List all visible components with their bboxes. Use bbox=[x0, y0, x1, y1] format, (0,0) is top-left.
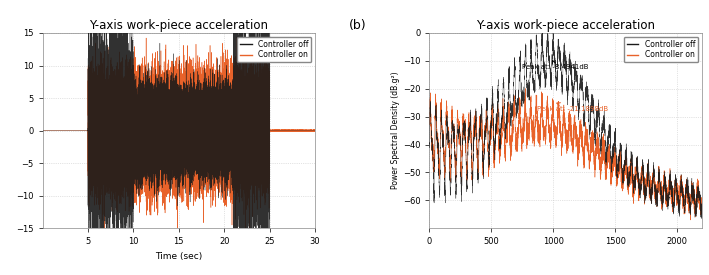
Legend: Controller off, Controller on: Controller off, Controller on bbox=[624, 37, 698, 62]
Text: Peak at: -8.4941dB: Peak at: -8.4941dB bbox=[523, 60, 589, 70]
X-axis label: Time (sec): Time (sec) bbox=[155, 252, 202, 261]
Y-axis label: Power Spectral Density (dB.g²): Power Spectral Density (dB.g²) bbox=[391, 72, 400, 189]
Text: Peak at: -21.1898dB: Peak at: -21.1898dB bbox=[537, 103, 608, 112]
Text: (b): (b) bbox=[350, 19, 367, 32]
Title: Y-axis work-piece acceleration: Y-axis work-piece acceleration bbox=[89, 19, 268, 32]
Title: Y-axis work-piece acceleration: Y-axis work-piece acceleration bbox=[476, 19, 655, 32]
Legend: Controller off, Controller on: Controller off, Controller on bbox=[237, 37, 311, 62]
